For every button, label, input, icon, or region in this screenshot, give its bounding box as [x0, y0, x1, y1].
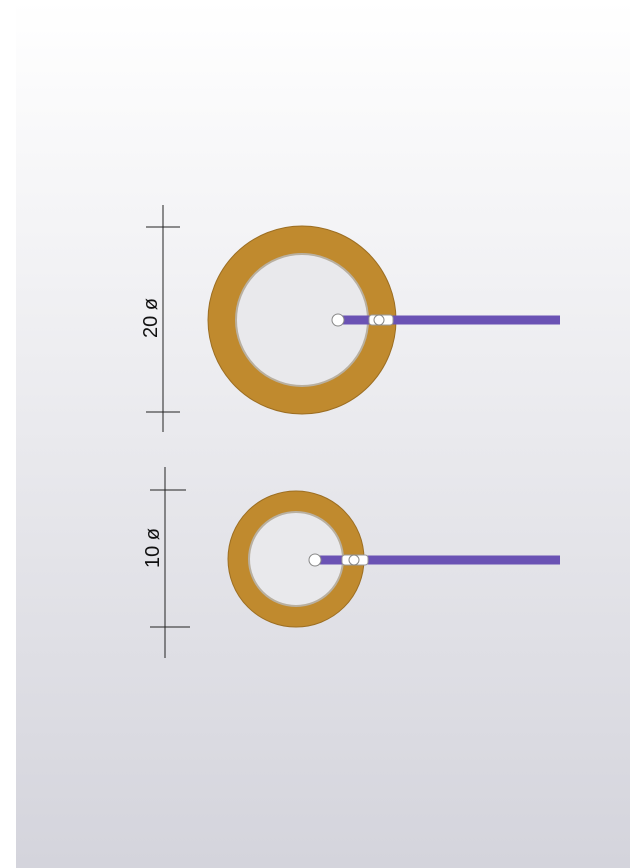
disc-small-group: 10 ø	[142, 467, 560, 658]
panel-background	[16, 0, 630, 868]
dimension-line-small	[150, 467, 190, 658]
lead-wire-icon	[308, 553, 560, 567]
dimension-label-small: 10 ø	[142, 528, 164, 568]
dimension-label-large: 20 ø	[140, 298, 162, 338]
piezo-disc-icon	[227, 490, 365, 628]
piezo-disc-icon	[207, 225, 397, 415]
dimension-line-large	[146, 205, 180, 432]
disc-large-group: 20 ø	[140, 205, 560, 432]
lead-wire-icon	[331, 313, 560, 327]
